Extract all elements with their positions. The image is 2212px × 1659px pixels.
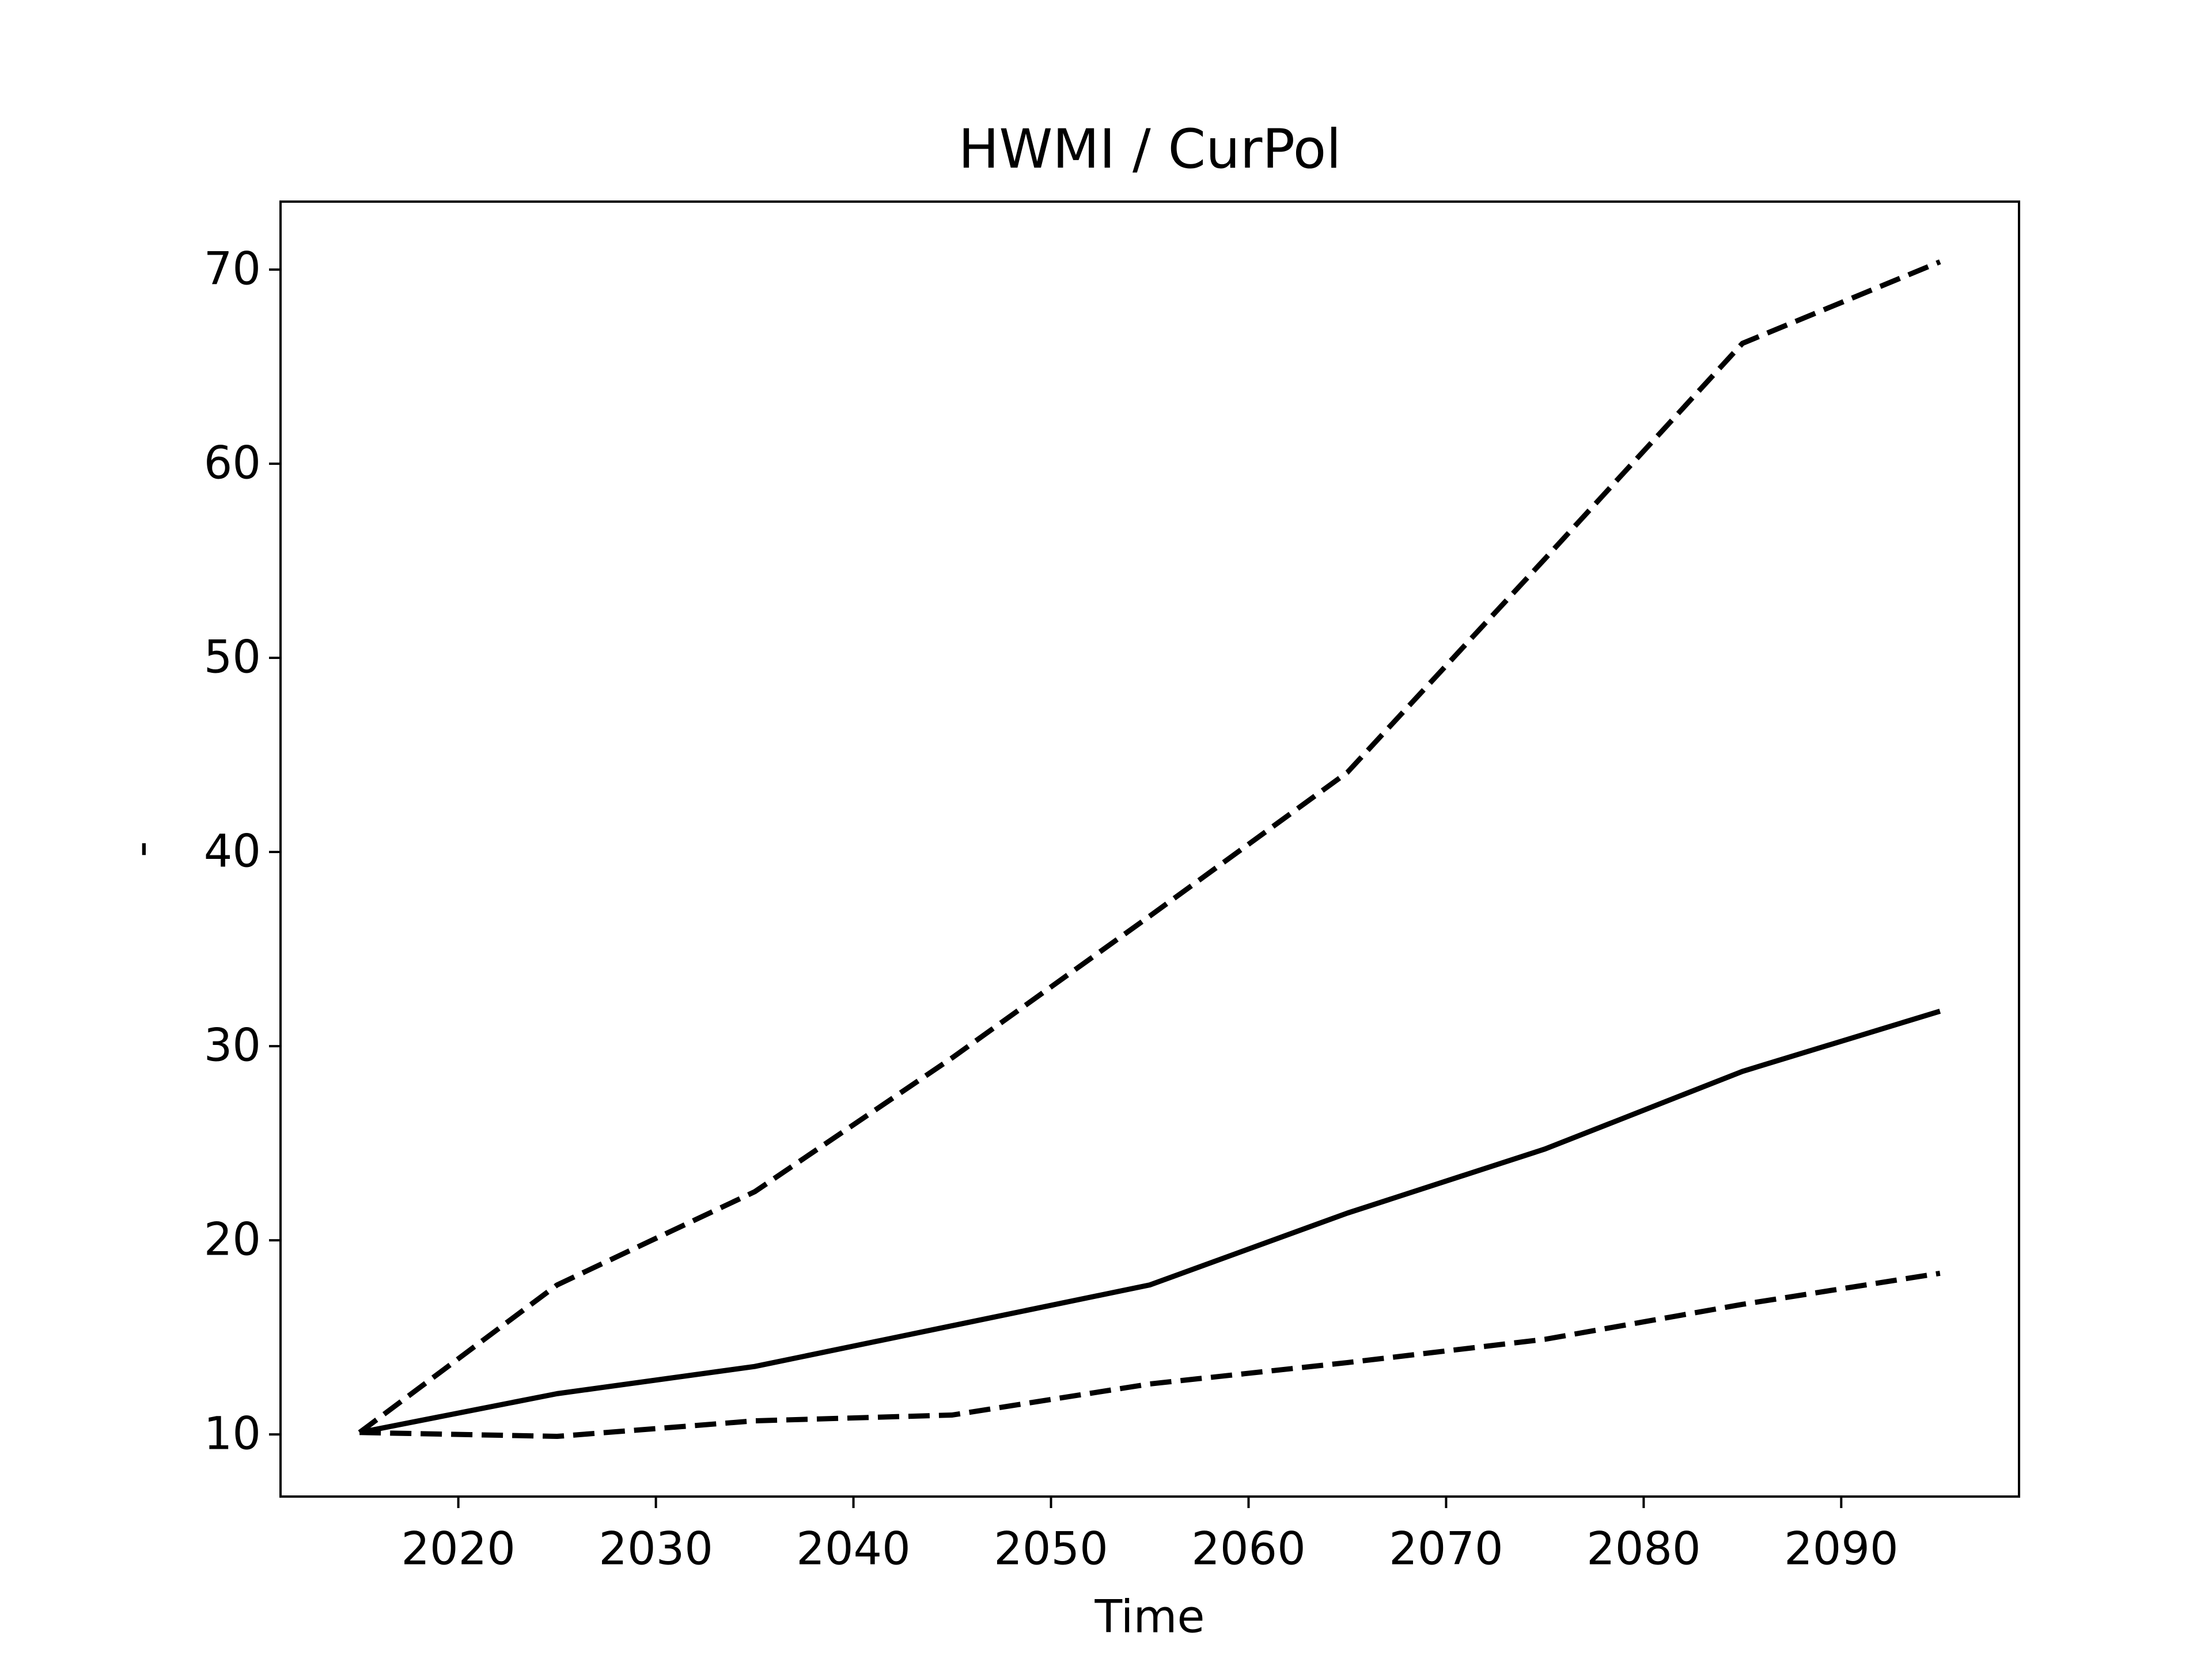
x-tick-label: 2050 [994, 1523, 1108, 1575]
y-tick-label: 40 [204, 826, 261, 878]
y-axis-label: - [115, 841, 167, 857]
y-tick-label: 30 [204, 1020, 261, 1072]
y-tick-label: 70 [204, 243, 261, 295]
y-tick-label: 20 [204, 1214, 261, 1266]
x-tick-label: 2040 [796, 1523, 911, 1575]
x-tick-label: 2060 [1191, 1523, 1306, 1575]
x-tick-label: 2020 [401, 1523, 516, 1575]
chart-title: HWMI / CurPol [959, 118, 1342, 181]
y-tick-label: 50 [204, 632, 261, 684]
y-tick-label: 60 [204, 437, 261, 489]
x-tick-label: 2030 [599, 1523, 713, 1575]
y-tick-label: 10 [204, 1408, 261, 1460]
series-line [359, 1009, 1941, 1435]
x-axis-label: Time [1094, 1591, 1205, 1643]
series-line [358, 259, 1941, 1435]
x-tick-label: 2080 [1586, 1523, 1701, 1575]
x-tick-label: 2070 [1389, 1523, 1503, 1575]
plot-frame [279, 200, 2020, 1498]
series-line [359, 1270, 1941, 1440]
x-tick-label: 2090 [1784, 1523, 1899, 1575]
